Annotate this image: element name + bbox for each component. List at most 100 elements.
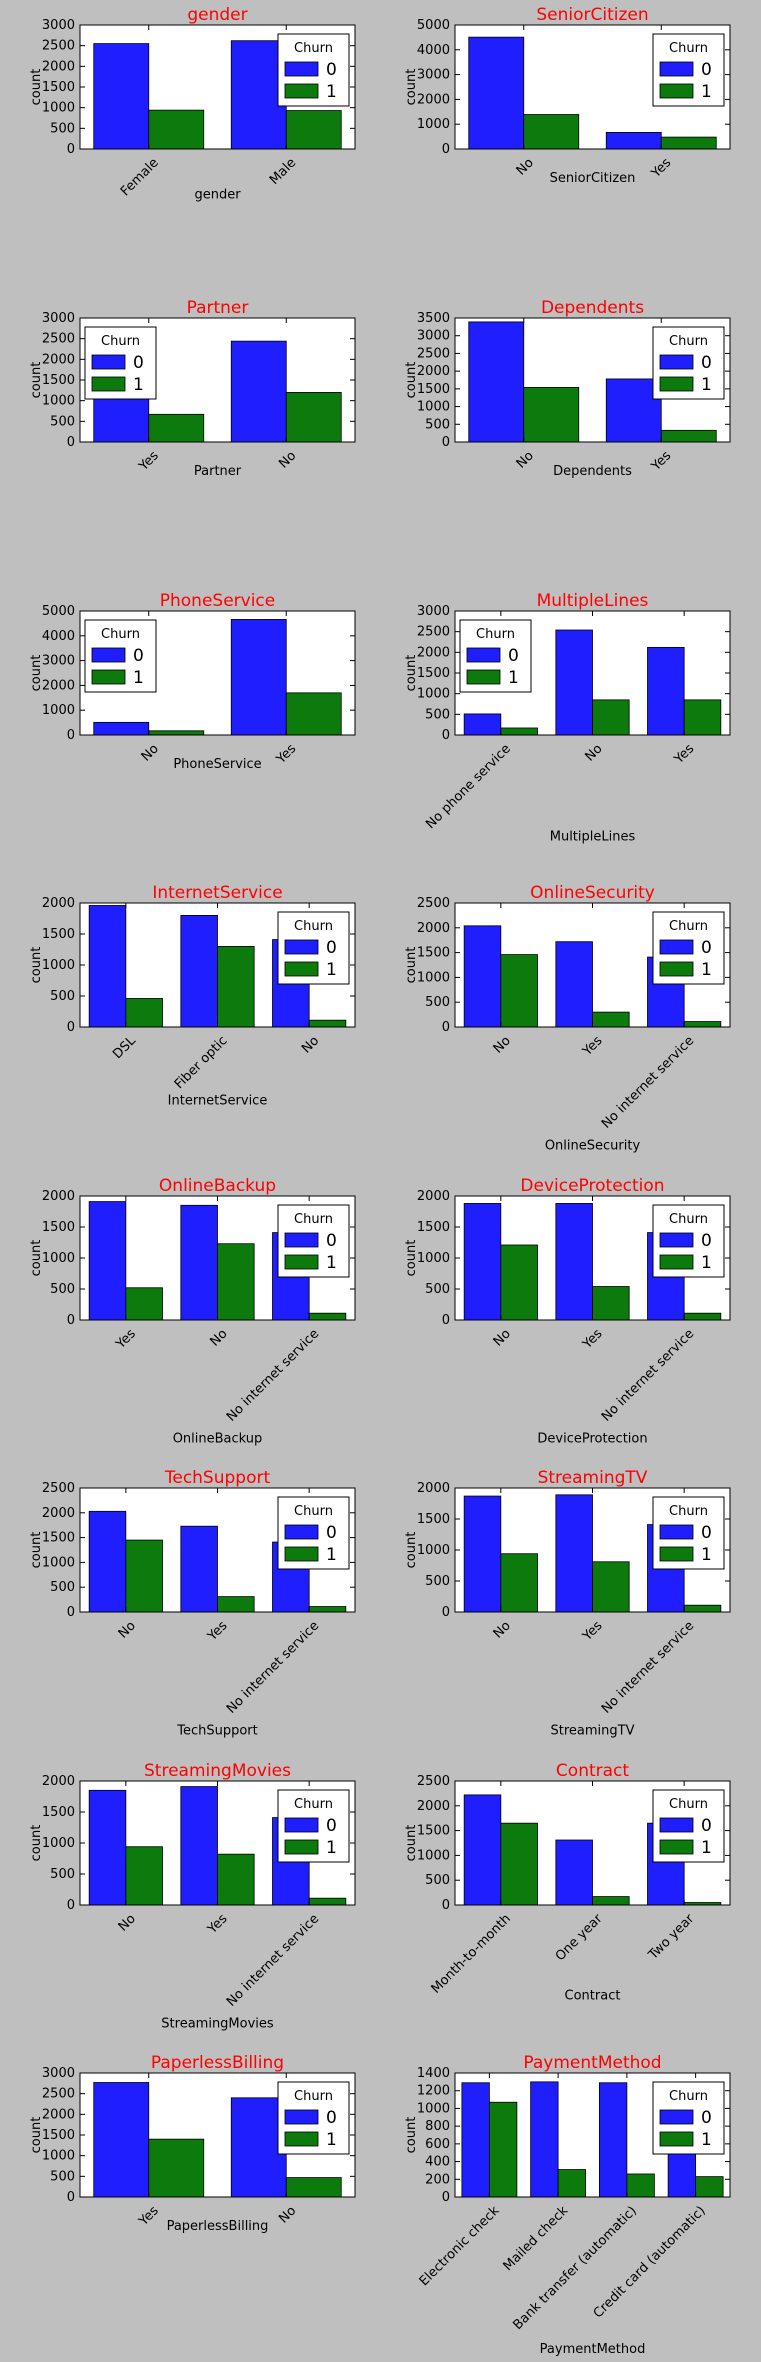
legend-title: Churn [294, 1212, 333, 1227]
bar-no-churn-0 [468, 321, 525, 443]
chart-title: PaymentMethod [523, 2053, 661, 2073]
bar-no-churn-0 [180, 1204, 218, 1321]
x-tick-label: Yes [136, 2203, 162, 2229]
y-tick-label: 500 [50, 1282, 75, 1297]
x-tick-label: No [491, 1618, 514, 1641]
bar-dsl-churn-1 [125, 998, 163, 1028]
y-tick-label: 200 [425, 2172, 450, 2187]
x-tick-label: Yes [648, 448, 674, 474]
y-tick-label: 2000 [417, 1799, 450, 1814]
legend-label-1: 1 [701, 1545, 712, 1565]
legend-swatch-1 [284, 1254, 319, 1270]
y-tick-label: 1000 [417, 117, 450, 132]
y-axis-label: count [404, 362, 419, 399]
y-tick-label: 500 [425, 1282, 450, 1297]
y-tick-label: 500 [50, 2169, 75, 2184]
chart-SeniorCitizen: 0 1000 2000 3000 4000 5000 No Yes SeniorCitizen c… [404, 5, 731, 186]
y-tick-label: 3500 [417, 311, 450, 326]
y-tick-label: 3000 [42, 18, 75, 33]
legend-swatch-1 [659, 2131, 694, 2147]
bar-yes-churn-1 [592, 1011, 630, 1028]
y-tick-label: 0 [442, 1605, 450, 1620]
bar-yes-churn-0 [605, 378, 662, 443]
legend-label-1: 1 [133, 375, 144, 395]
bar-no-churn-1 [523, 387, 580, 443]
legend-label-1: 1 [326, 960, 337, 980]
legend-swatch-0 [284, 1232, 319, 1248]
y-tick-label: 5000 [42, 604, 75, 619]
legend-swatch-1 [659, 83, 694, 99]
legend-title: Churn [294, 1797, 333, 1812]
legend-label-1: 1 [701, 2130, 712, 2150]
x-tick-label: Yes [113, 1326, 139, 1352]
x-tick-label: Electronic check [417, 2203, 503, 2289]
y-tick-label: 1200 [417, 2084, 450, 2099]
x-axis-label: PhoneService [173, 757, 261, 772]
y-axis-label: count [404, 1825, 419, 1862]
legend-swatch-0 [659, 1817, 694, 1833]
bar-electronic-check-churn-1 [488, 2101, 518, 2198]
legend-title: Churn [294, 41, 333, 56]
bar-female-churn-0 [93, 43, 150, 150]
bar-male-churn-0 [230, 40, 287, 150]
legend-swatch-1 [659, 1254, 694, 1270]
y-tick-label: 3000 [42, 311, 75, 326]
bar-one-year-churn-1 [592, 1896, 630, 1906]
y-tick-label: 2500 [417, 346, 450, 361]
legend: Churn 01 [652, 1204, 725, 1278]
bar-no-churn-1 [523, 114, 580, 150]
legend-swatch-0 [284, 1817, 319, 1833]
bar-yes-churn-1 [592, 1286, 630, 1321]
bar-dsl-churn-0 [88, 905, 127, 1028]
bar-no-churn-1 [125, 1539, 163, 1613]
legend-swatch-1 [659, 376, 694, 392]
bar-no-churn-0 [463, 925, 502, 1028]
legend-swatch-1 [659, 961, 694, 977]
x-axis-label: SeniorCitizen [550, 171, 636, 186]
bar-yes-churn-0 [647, 646, 685, 736]
y-tick-label: 2500 [417, 625, 450, 640]
legend-title: Churn [669, 41, 708, 56]
bar-no-phone-service-churn-1 [500, 727, 538, 736]
chart-Dependents: 0 500 1000 1500 2000 2500 3000 3500 No Yes Depende… [404, 298, 731, 479]
chart-title: Contract [556, 1761, 629, 1781]
x-axis-label: OnlineBackup [173, 1431, 263, 1446]
y-tick-label: 2000 [42, 896, 75, 911]
y-tick-label: 500 [425, 417, 450, 432]
y-tick-label: 500 [425, 707, 450, 722]
chart-title: Partner [187, 298, 249, 318]
y-axis-label: count [404, 1240, 419, 1277]
y-tick-label: 600 [425, 2137, 450, 2152]
y-tick-label: 1000 [417, 1543, 450, 1558]
x-axis-label: StreamingMovies [161, 2016, 274, 2031]
x-tick-label: No [299, 1033, 322, 1056]
x-tick-label: No [116, 1911, 139, 1934]
axes-frame [79, 610, 356, 736]
y-tick-label: 1000 [417, 400, 450, 415]
legend-swatch-0 [659, 354, 694, 370]
bar-yes-churn-1 [217, 1596, 255, 1613]
legend-title: Churn [294, 1504, 333, 1519]
y-tick-label: 1500 [42, 1805, 75, 1820]
legend-swatch-1 [284, 2131, 319, 2147]
y-tick-label: 1500 [42, 1220, 75, 1235]
bar-yes-churn-1 [148, 413, 205, 443]
legend-title: Churn [669, 1504, 708, 1519]
bar-yes-churn-0 [555, 1203, 593, 1321]
legend-label-1: 1 [326, 2130, 337, 2150]
y-axis-label: count [29, 1825, 44, 1862]
legend-title: Churn [669, 1797, 708, 1812]
legend-title: Churn [294, 2089, 333, 2104]
legend-title: Churn [101, 627, 140, 642]
bar-yes-churn-1 [683, 699, 722, 736]
y-tick-label: 2000 [42, 678, 75, 693]
y-axis-label: count [29, 655, 44, 692]
legend-label-1: 1 [326, 1253, 337, 1273]
legend: Churn 01 [652, 911, 725, 985]
y-tick-label: 0 [67, 1605, 75, 1620]
bar-no-churn-0 [463, 1495, 502, 1613]
